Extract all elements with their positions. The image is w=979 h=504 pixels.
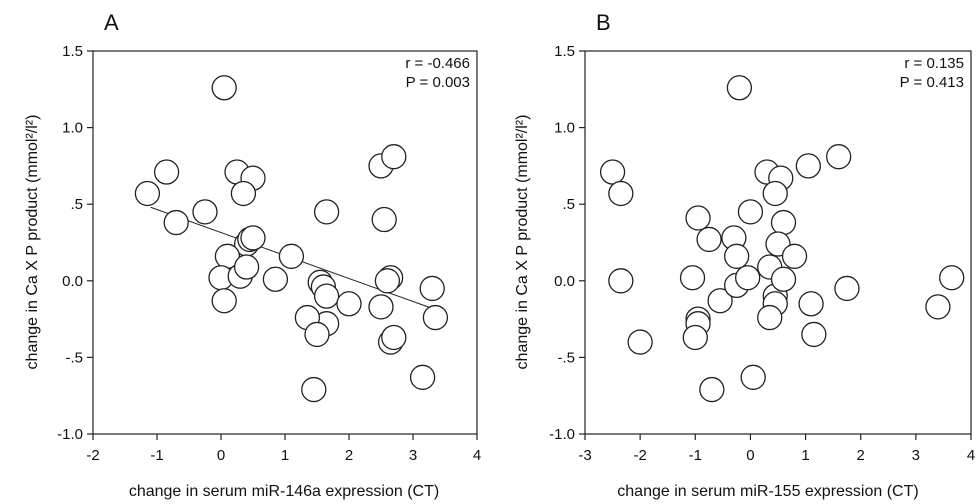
panel-a-data-point [192, 199, 218, 225]
panel-a-y-tick-label: 1.5 [62, 43, 83, 60]
panel-b-y-tick-label: 1.0 [554, 120, 575, 137]
panel-b-y-tick-label: -1.0 [549, 426, 575, 443]
panel-a-data-point [230, 180, 257, 207]
panel-b-data-point [770, 266, 797, 292]
panel-a-x-tick-label: 3 [409, 447, 417, 464]
panel-a-y-tick-label: 1.0 [62, 120, 83, 137]
panel-b-data-point [735, 265, 761, 291]
panel-a-data-point [336, 291, 362, 317]
panel-b-data-point [757, 304, 783, 331]
panel-a-data-point [371, 206, 397, 233]
panel-b-p-value: P = 0.413 [900, 74, 964, 91]
panel-a-data-point [233, 254, 260, 280]
panel-b-data-point [726, 75, 753, 101]
panel-a-data-point [278, 243, 305, 269]
panel-a-x-tick-label: 2 [345, 447, 353, 464]
panel-b-data-point [599, 159, 626, 185]
panel-b-data-point [696, 226, 722, 253]
panel-a-data-point [409, 364, 436, 390]
panel-b-data-point [627, 329, 653, 355]
panel-b-data-point [834, 275, 860, 302]
panel-b-data-point [801, 321, 827, 348]
panel-b-x-tick-label: -3 [578, 447, 591, 464]
panel-a-data-point [313, 199, 340, 225]
panel-b-x-tick-label: 2 [857, 447, 865, 464]
panel-b-data-point [762, 180, 788, 207]
panel-b-x-tick-label: 1 [801, 447, 809, 464]
panel-b-data-point [608, 180, 634, 207]
panel-b-x-tick-label: 4 [967, 447, 975, 464]
panel-a-data-point [134, 180, 161, 207]
panel-a-data-point [211, 75, 237, 101]
panel-b: B change in serum miR-155 expression (CT… [514, 10, 975, 500]
panel-b-x-tick-label: 3 [912, 447, 920, 464]
panel-b-data-point [682, 324, 708, 351]
panel-a-p-value: P = 0.003 [406, 74, 470, 91]
panel-b-data-point [798, 291, 824, 317]
panel-a-letter: A [104, 10, 119, 35]
panel-a-data-point [163, 209, 189, 236]
panel-b-x-tick-label: -2 [633, 447, 646, 464]
panel-a-data-point [368, 294, 394, 320]
panel-a-data-point [211, 288, 237, 314]
panel-b-y-tick-label: .5 [562, 196, 575, 213]
panel-b-data-point [723, 243, 750, 269]
panel-b-plot-frame [584, 50, 972, 435]
panel-a-data-point [374, 268, 401, 294]
panel-a-x-axis-label: change in serum miR-146a expression (CT) [129, 483, 439, 500]
panel-b-data-point [737, 199, 764, 225]
panel-a-y-tick-label: -1.0 [57, 426, 83, 443]
panel-b-y-tick-label: -.5 [557, 349, 575, 366]
panel-b-letter: B [596, 10, 611, 35]
panel-b-y-tick-label: 1.5 [554, 43, 575, 60]
panel-a-y-tick-label: .5 [70, 196, 83, 213]
panel-b-data-point [826, 144, 852, 170]
panel-b-data-point [770, 209, 797, 236]
panel-b-data-point [685, 205, 711, 231]
panel-a-data-point [313, 283, 340, 309]
panel-b-data-point [925, 294, 951, 320]
panel-b-data-point [679, 265, 706, 291]
panel-b-data-point [781, 243, 808, 269]
panel-b-y-axis-label: change in Ca X P product (mmol²/l²) [514, 115, 531, 370]
panel-a-data-point [304, 321, 330, 348]
panel-a-x-tick-label: -1 [150, 447, 163, 464]
panel-a-plot-frame [92, 50, 478, 435]
panel-a-y-tick-label: 0.0 [62, 273, 83, 290]
panel-a-x-tick-label: 0 [217, 447, 225, 464]
panel-b-data-point [795, 153, 821, 179]
panel-b-data-point [707, 288, 733, 314]
panel-b-x-axis-label: change in serum miR-155 expression (CT) [617, 483, 918, 500]
panel-b-x-tick-label: -1 [689, 447, 702, 464]
panel-a-data-point [381, 144, 407, 170]
panel-b-y-tick-label: 0.0 [554, 273, 575, 290]
panel-b-data-point [699, 376, 725, 403]
panel-a-data-point [419, 275, 445, 302]
panel-b-data-point [740, 364, 766, 390]
panel-a-data-point [240, 225, 266, 251]
panel-b-r-value: r = 0.135 [904, 55, 964, 72]
panel-a-data-point [301, 376, 327, 403]
panel-a: A change in serum miR-146a expression (C… [24, 10, 481, 500]
panel-b-data-point [608, 268, 634, 294]
panel-a-y-axis-label: change in Ca X P product (mmol²/l²) [24, 115, 41, 370]
panel-a-data-point [153, 159, 180, 185]
panel-b-data-point [939, 265, 965, 291]
panel-a-data-point [262, 266, 289, 292]
panel-b-x-tick-label: 0 [746, 447, 754, 464]
panel-a-data-point [422, 304, 449, 331]
panel-a-x-tick-label: 1 [281, 447, 289, 464]
panel-a-y-tick-label: -.5 [65, 349, 83, 366]
panel-a-x-tick-label: -2 [86, 447, 99, 464]
panel-a-data-point [381, 324, 407, 351]
panel-a-x-tick-label: 4 [473, 447, 481, 464]
panel-a-r-value: r = -0.466 [405, 55, 470, 72]
